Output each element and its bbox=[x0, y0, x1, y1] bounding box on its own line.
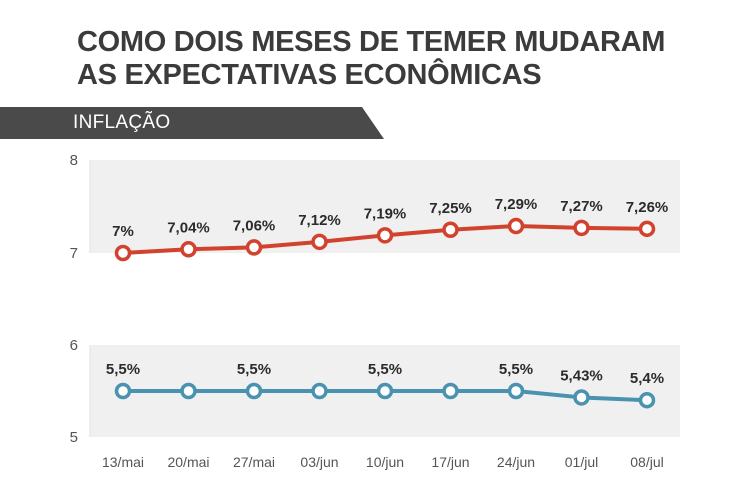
x-tick-label: 10/jun bbox=[366, 454, 404, 470]
series_bottom-data-label: 5,5% bbox=[499, 361, 533, 378]
series_bottom-point bbox=[245, 382, 263, 400]
series_top-point bbox=[311, 233, 328, 251]
series_top-data-label: 7,04% bbox=[167, 219, 210, 236]
x-tick-label: 24/jun bbox=[497, 454, 535, 470]
section-label: INFLAÇÃO bbox=[73, 112, 171, 133]
series_top-point bbox=[245, 239, 263, 256]
series_top-point bbox=[442, 221, 459, 238]
y-tick-label: 8 bbox=[70, 152, 78, 169]
series_bottom-point bbox=[507, 382, 525, 400]
series_bottom-point bbox=[638, 391, 656, 409]
chart-title: COMO DOIS MESES DE TEMER MUDARAM AS EXPE… bbox=[77, 26, 717, 92]
series_bottom-point bbox=[376, 382, 394, 400]
chart-title-line-2: AS EXPECTATIVAS ECONÔMICAS bbox=[77, 59, 542, 91]
y-tick-label: 7 bbox=[70, 245, 78, 262]
series_bottom-point bbox=[180, 382, 197, 400]
series_bottom-point bbox=[114, 382, 132, 400]
series_top-point bbox=[376, 227, 394, 244]
x-tick-label: 03/jun bbox=[300, 454, 338, 470]
x-tick-label: 27/mai bbox=[233, 454, 275, 470]
x-tick-label: 17/jun bbox=[431, 454, 469, 470]
series_top-point bbox=[507, 217, 525, 235]
series_top-data-label: 7,27% bbox=[560, 198, 603, 215]
series_bottom-point bbox=[573, 389, 590, 406]
series_bottom-data-label: 5,4% bbox=[630, 370, 664, 387]
series_top-data-label: 7,29% bbox=[495, 196, 538, 213]
series_bottom-data-label: 5,43% bbox=[560, 367, 603, 384]
x-tick-label: 01/jul bbox=[565, 454, 598, 470]
x-tick-label: 08/jul bbox=[630, 454, 663, 470]
section-banner-shape bbox=[0, 107, 384, 139]
series_bottom-point bbox=[442, 382, 459, 400]
series_top-data-label: 7,06% bbox=[233, 217, 276, 234]
series_top-data-label: 7,19% bbox=[364, 205, 407, 222]
series_top-point bbox=[638, 220, 656, 238]
series_bottom-data-label: 5,5% bbox=[237, 361, 271, 378]
x-tick-label: 20/mai bbox=[167, 454, 209, 470]
series_bottom-point bbox=[311, 382, 328, 400]
series_top-data-label: 7,26% bbox=[626, 199, 669, 216]
section-banner: INFLAÇÃO bbox=[0, 107, 385, 139]
series_bottom-data-label: 5,5% bbox=[368, 361, 402, 378]
series_top-data-label: 7,25% bbox=[429, 200, 472, 217]
series_bottom-data-label: 5,5% bbox=[106, 361, 140, 378]
x-tick-label: 13/mai bbox=[102, 454, 144, 470]
series_top-point bbox=[573, 219, 590, 237]
y-tick-label: 5 bbox=[70, 429, 78, 446]
series_top-data-label: 7,12% bbox=[298, 212, 341, 229]
chart-title-line-1: COMO DOIS MESES DE TEMER MUDARAM bbox=[77, 26, 666, 58]
series_top-point bbox=[114, 244, 132, 262]
y-tick-label: 6 bbox=[70, 337, 78, 354]
series_top-data-label: 7% bbox=[112, 223, 134, 240]
series_top-point bbox=[180, 241, 197, 258]
